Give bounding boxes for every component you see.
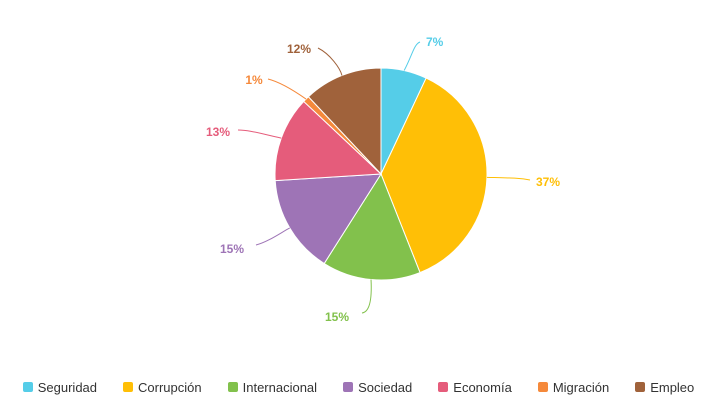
pie-slice-economía[interactable] bbox=[274, 100, 383, 182]
leader-line-corrupción bbox=[486, 176, 531, 181]
legend-label: Corrupción bbox=[138, 379, 202, 395]
legend-item-corrupción[interactable]: Corrupción bbox=[123, 380, 202, 395]
pie-chart: 7% 37% 15% 15% 13% 1% 12% bbox=[206, 35, 560, 324]
legend-item-seguridad[interactable]: Seguridad bbox=[22, 379, 98, 395]
leader-lines bbox=[237, 41, 531, 314]
legend-swatch bbox=[22, 382, 33, 392]
legend-label: Economía bbox=[453, 379, 512, 395]
data-label-migración: 1% bbox=[245, 73, 263, 87]
leader-line-empleo bbox=[317, 47, 343, 76]
pie-slices bbox=[274, 67, 488, 281]
legend-label: Seguridad bbox=[37, 379, 98, 395]
data-label-seguridad: 7% bbox=[426, 35, 444, 49]
data-label-internacional: 15% bbox=[325, 310, 349, 324]
leader-line-sociedad bbox=[255, 227, 290, 246]
legend-item-empleo[interactable]: Empleo bbox=[635, 380, 694, 395]
legend-item-economía[interactable]: Economía bbox=[438, 380, 512, 395]
legend-label: Internacional bbox=[242, 379, 318, 395]
legend-swatch bbox=[537, 382, 548, 392]
pie-slice-internacional[interactable] bbox=[323, 172, 421, 281]
legend-label: Migración bbox=[552, 379, 610, 395]
pie-slice-corrupción[interactable] bbox=[380, 77, 488, 274]
legend-label: Sociedad bbox=[358, 379, 413, 395]
data-label-economía: 13% bbox=[206, 125, 230, 139]
legend-item-sociedad[interactable]: Sociedad bbox=[343, 380, 412, 395]
data-labels: 7% 37% 15% 15% 13% 1% 12% bbox=[206, 35, 560, 324]
legend: Seguridad Corrupción Internacional Sociedad… bbox=[0, 376, 717, 398]
legend-label: Empleo bbox=[650, 379, 695, 395]
leader-line-seguridad bbox=[403, 41, 421, 71]
leader-line-migración bbox=[267, 78, 307, 100]
legend-swatch bbox=[123, 382, 134, 392]
leader-line-economía bbox=[237, 129, 282, 139]
data-label-corrupción: 37% bbox=[536, 175, 560, 189]
legend-item-migración[interactable]: Migración bbox=[537, 379, 610, 395]
legend-swatch bbox=[635, 382, 646, 392]
legend-swatch bbox=[227, 382, 238, 392]
legend-swatch bbox=[343, 382, 354, 392]
data-label-empleo: 12% bbox=[287, 42, 311, 56]
data-label-sociedad: 15% bbox=[220, 242, 244, 256]
legend-item-internacional[interactable]: Internacional bbox=[227, 379, 318, 395]
legend-swatch bbox=[438, 382, 449, 392]
leader-line-internacional bbox=[361, 279, 372, 314]
